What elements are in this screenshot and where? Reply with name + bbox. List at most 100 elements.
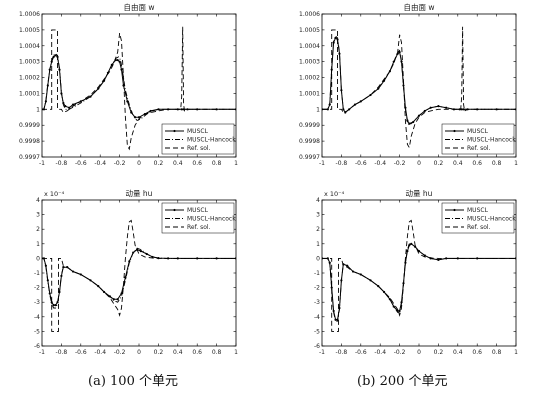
- x-tick-label: -0.6: [355, 160, 367, 167]
- series-marker: [180, 108, 183, 111]
- series-marker: [514, 257, 516, 260]
- x-tick-label: -0.4: [94, 349, 106, 356]
- y-tick-label: -3: [314, 299, 320, 306]
- series-marker: [64, 105, 67, 108]
- y-tick-label: 0.9997: [19, 154, 40, 161]
- x-tick-label: 0.8: [212, 349, 222, 356]
- y-tick-label: 1: [316, 106, 320, 113]
- x-tick-label: -0.8: [56, 160, 68, 167]
- x-tick-label: -0.4: [374, 349, 386, 356]
- legend-label: MUSCL-Hancock: [187, 216, 236, 223]
- x-tick-label: -0.4: [374, 160, 386, 167]
- series-line-muscl-hancock: [42, 53, 236, 122]
- x-tick-label: -1: [39, 349, 45, 356]
- y-tick-label: 0.9999: [19, 122, 40, 129]
- series-marker: [338, 52, 341, 55]
- series-marker: [124, 276, 127, 279]
- y-tick-label: 0.9997: [299, 154, 320, 161]
- legend-label: Ref. sol.: [467, 224, 491, 231]
- y-tick-label: 1.0001: [19, 90, 40, 97]
- y-tick-label: 1.0001: [299, 90, 320, 97]
- x-tick-label: 0.4: [173, 160, 183, 167]
- x-tick-label: -0.6: [75, 349, 87, 356]
- y-tick-label: -4: [314, 314, 320, 321]
- series-marker: [46, 84, 49, 87]
- series-marker: [392, 305, 395, 308]
- y-tick-label: 2: [316, 226, 320, 233]
- y-tick-label: -2: [34, 285, 40, 292]
- legend-label: Ref. sol.: [187, 145, 211, 152]
- legend-marker: [453, 129, 456, 133]
- chart-panel-2: 自由面 w -1 -0.8 -0.6 -0.4 -0.2 0 0.2 0.4 0.6 0.8 1 0.9…: [299, 2, 518, 167]
- x-tick-label: 0: [137, 349, 141, 356]
- y-tick-label: 3: [316, 212, 320, 219]
- series-marker: [71, 103, 75, 106]
- y-tick-label: 1.0003: [299, 59, 320, 66]
- y-tick-label: 0.9998: [299, 138, 320, 145]
- y-tick-label: -4: [34, 314, 40, 321]
- y-tick-label: 0.9998: [19, 138, 40, 145]
- chart-panel-3: 动量 hu x 10⁻⁴ -1 -0.8 -0.6 -0.4 -0.2 0 0.2 0.4 0.6 0…: [314, 188, 518, 356]
- y-tick-label: 1: [36, 241, 40, 248]
- x-tick-label: 0.2: [434, 160, 444, 167]
- x-tick-label: -0.2: [114, 160, 126, 167]
- legend-label: MUSCL: [187, 207, 209, 214]
- x-tick-label: 0.8: [492, 160, 502, 167]
- series-line-ref-sol-: [42, 26, 236, 151]
- y-tick-label: 1: [316, 241, 320, 248]
- legend-marker: [453, 208, 456, 212]
- legend-box: [441, 123, 515, 155]
- series-marker: [326, 108, 329, 111]
- x-tick-label: 0.6: [192, 160, 202, 167]
- y-tick-label: 4: [316, 197, 320, 204]
- legend-label: MUSCL-Hancock: [467, 216, 516, 223]
- y-tick-label: 2: [36, 226, 40, 233]
- chart-title: 自由面 w: [403, 2, 434, 12]
- chart-title: 动量 hu: [126, 188, 153, 198]
- y-tick-label: -5: [34, 328, 40, 335]
- legend-box: [161, 202, 235, 234]
- x-tick-label: 0: [417, 160, 421, 167]
- x-tick-label: 0.4: [453, 160, 463, 167]
- legend-marker: [173, 208, 176, 212]
- series-marker: [62, 266, 65, 269]
- y-tick-label: 1.0004: [299, 43, 320, 50]
- caption-b: (b) 200 个单元: [357, 374, 448, 389]
- x-tick-label: -0.8: [336, 160, 348, 167]
- x-tick-label: 0: [137, 160, 141, 167]
- x-tick-label: -0.6: [75, 160, 87, 167]
- x-tick-label: -1: [39, 160, 45, 167]
- series-marker: [54, 54, 57, 57]
- x-tick-label: -0.2: [114, 349, 126, 356]
- x-tick-label: 1: [234, 349, 238, 356]
- y-tick-label: 1.0004: [19, 43, 40, 50]
- y-tick-label: 4: [36, 197, 40, 204]
- y-tick-label: 3: [36, 212, 40, 219]
- x-tick-label: -0.2: [394, 349, 406, 356]
- y-tick-label: 1.0002: [299, 75, 320, 82]
- series-marker: [116, 298, 119, 301]
- y-tick-label: 0: [36, 255, 40, 262]
- y-tick-label: -1: [314, 270, 320, 277]
- legend-label: MUSCL-Hancock: [187, 137, 236, 144]
- x-tick-label: -0.2: [394, 160, 406, 167]
- series-marker: [404, 261, 407, 264]
- series-line-ref-sol-: [322, 219, 516, 332]
- chart-panel-0: 自由面 w -1 -0.8 -0.6 -0.4 -0.2 0 0.2 0.4 0.6 0.8 1 0.9…: [19, 2, 238, 167]
- series-marker: [456, 257, 459, 260]
- series-marker: [116, 58, 119, 62]
- series-marker: [429, 106, 432, 109]
- x-tick-label: 0.4: [453, 349, 463, 356]
- y-tick-label: -5: [314, 328, 320, 335]
- series-line-muscl-hancock: [322, 243, 516, 322]
- x-tick-label: -0.4: [94, 160, 106, 167]
- y-tick-label: 1.0006: [299, 11, 320, 18]
- legend-label: MUSCL: [187, 128, 209, 135]
- y-tick-label: 1.0003: [19, 59, 40, 66]
- series-line-ref-sol-: [322, 26, 516, 149]
- x-tick-label: 0.2: [154, 349, 164, 356]
- y-tick-label: -6: [314, 343, 320, 350]
- x-tick-label: 0.6: [472, 349, 482, 356]
- series-marker: [44, 264, 47, 267]
